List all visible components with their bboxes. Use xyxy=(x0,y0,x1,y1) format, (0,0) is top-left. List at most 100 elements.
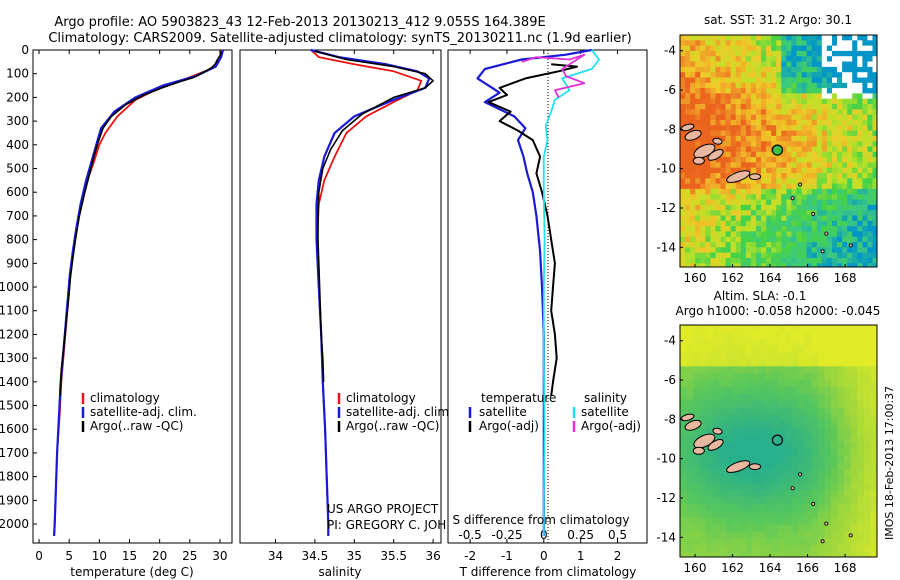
map-cell xyxy=(798,414,806,422)
map-cell xyxy=(726,414,733,422)
map-cell xyxy=(730,231,737,238)
map-cell xyxy=(791,338,799,347)
map-cell xyxy=(699,380,707,388)
map-cell xyxy=(680,407,687,415)
map-cell xyxy=(837,331,845,340)
map-cell xyxy=(690,226,696,232)
map-cell xyxy=(852,188,858,195)
map-cell xyxy=(870,386,877,395)
map-cell xyxy=(857,531,865,539)
map-cell xyxy=(842,247,848,253)
map-cell xyxy=(804,503,812,512)
islet xyxy=(798,472,803,477)
map-cell xyxy=(771,242,777,248)
map-cell xyxy=(786,141,792,147)
map-cell xyxy=(791,236,797,243)
map-cell xyxy=(720,98,726,105)
island xyxy=(692,446,705,455)
lat-tick-label: -10 xyxy=(656,452,676,466)
map-cell xyxy=(693,524,701,532)
map-cell xyxy=(816,252,823,259)
map-cell xyxy=(758,524,766,532)
map-cell xyxy=(811,173,818,179)
map-cell xyxy=(725,194,732,200)
depth-tick-label: 2000 xyxy=(0,517,29,531)
map-cell xyxy=(700,236,706,243)
map-cell xyxy=(877,339,884,346)
map-cell xyxy=(719,442,727,450)
map-cell xyxy=(796,88,802,94)
map-cell xyxy=(739,345,747,353)
map-cell xyxy=(690,162,696,169)
map-cell xyxy=(821,61,828,68)
map-cell xyxy=(857,56,863,62)
map-cell xyxy=(796,173,802,179)
sla-heatmap xyxy=(680,325,884,557)
map-cell xyxy=(720,188,726,195)
salinity-line-2 xyxy=(314,50,434,382)
map-cell xyxy=(811,421,819,429)
map-cell xyxy=(766,135,772,142)
map-cell xyxy=(726,380,733,388)
map-cell xyxy=(725,263,732,267)
map-cell xyxy=(844,538,852,546)
map-cell xyxy=(811,366,819,374)
map-cell xyxy=(776,236,782,243)
map-cell xyxy=(863,380,871,388)
map-cell xyxy=(758,373,766,381)
map-cell xyxy=(811,414,819,422)
map-cell xyxy=(750,188,757,195)
map-cell xyxy=(685,236,691,243)
map-cell xyxy=(791,428,799,436)
map-cell xyxy=(852,35,858,41)
map-cell xyxy=(740,66,747,73)
map-cell xyxy=(719,428,727,436)
map-cell xyxy=(725,66,732,73)
map-cell xyxy=(730,130,737,137)
sst-islands xyxy=(680,123,853,254)
map-cell xyxy=(863,531,871,539)
map-cell xyxy=(732,435,740,443)
map-cell xyxy=(801,77,808,84)
map-cell xyxy=(872,146,877,153)
map-cell xyxy=(680,462,687,470)
map-cell xyxy=(832,93,838,100)
map-cell xyxy=(801,56,808,62)
map-cell xyxy=(781,109,787,115)
map-cell xyxy=(730,194,737,200)
map-cell xyxy=(705,236,711,243)
map-cell xyxy=(745,435,753,443)
map-cell xyxy=(826,215,833,222)
map-cell xyxy=(745,517,753,525)
map-cell xyxy=(745,178,752,184)
map-cell xyxy=(832,146,838,153)
map-cell xyxy=(725,242,732,248)
map-cell xyxy=(872,231,877,238)
map-cell xyxy=(811,220,818,227)
map-cell xyxy=(686,373,694,381)
map-cell xyxy=(877,325,884,332)
map-cell xyxy=(719,503,727,512)
map-cell xyxy=(837,130,843,137)
map-cell xyxy=(752,538,760,546)
map-cell xyxy=(796,183,802,190)
map-cell xyxy=(745,258,752,264)
map-cell xyxy=(862,35,868,41)
map-cell xyxy=(862,151,868,158)
map-cell xyxy=(863,414,871,422)
map-cell xyxy=(867,183,873,190)
map-cell xyxy=(752,325,760,333)
map-cell xyxy=(745,366,753,374)
map-cell xyxy=(847,45,853,52)
map-cell xyxy=(740,56,747,62)
map-cell xyxy=(844,325,852,333)
map-cell xyxy=(786,199,792,206)
map-cell xyxy=(806,35,813,41)
map-cell xyxy=(761,56,767,62)
map-cell xyxy=(680,82,686,89)
map-cell xyxy=(877,359,884,366)
map-cell xyxy=(710,40,716,46)
map-cell xyxy=(712,366,720,374)
map-cell xyxy=(796,263,802,267)
map-cell xyxy=(771,510,779,519)
